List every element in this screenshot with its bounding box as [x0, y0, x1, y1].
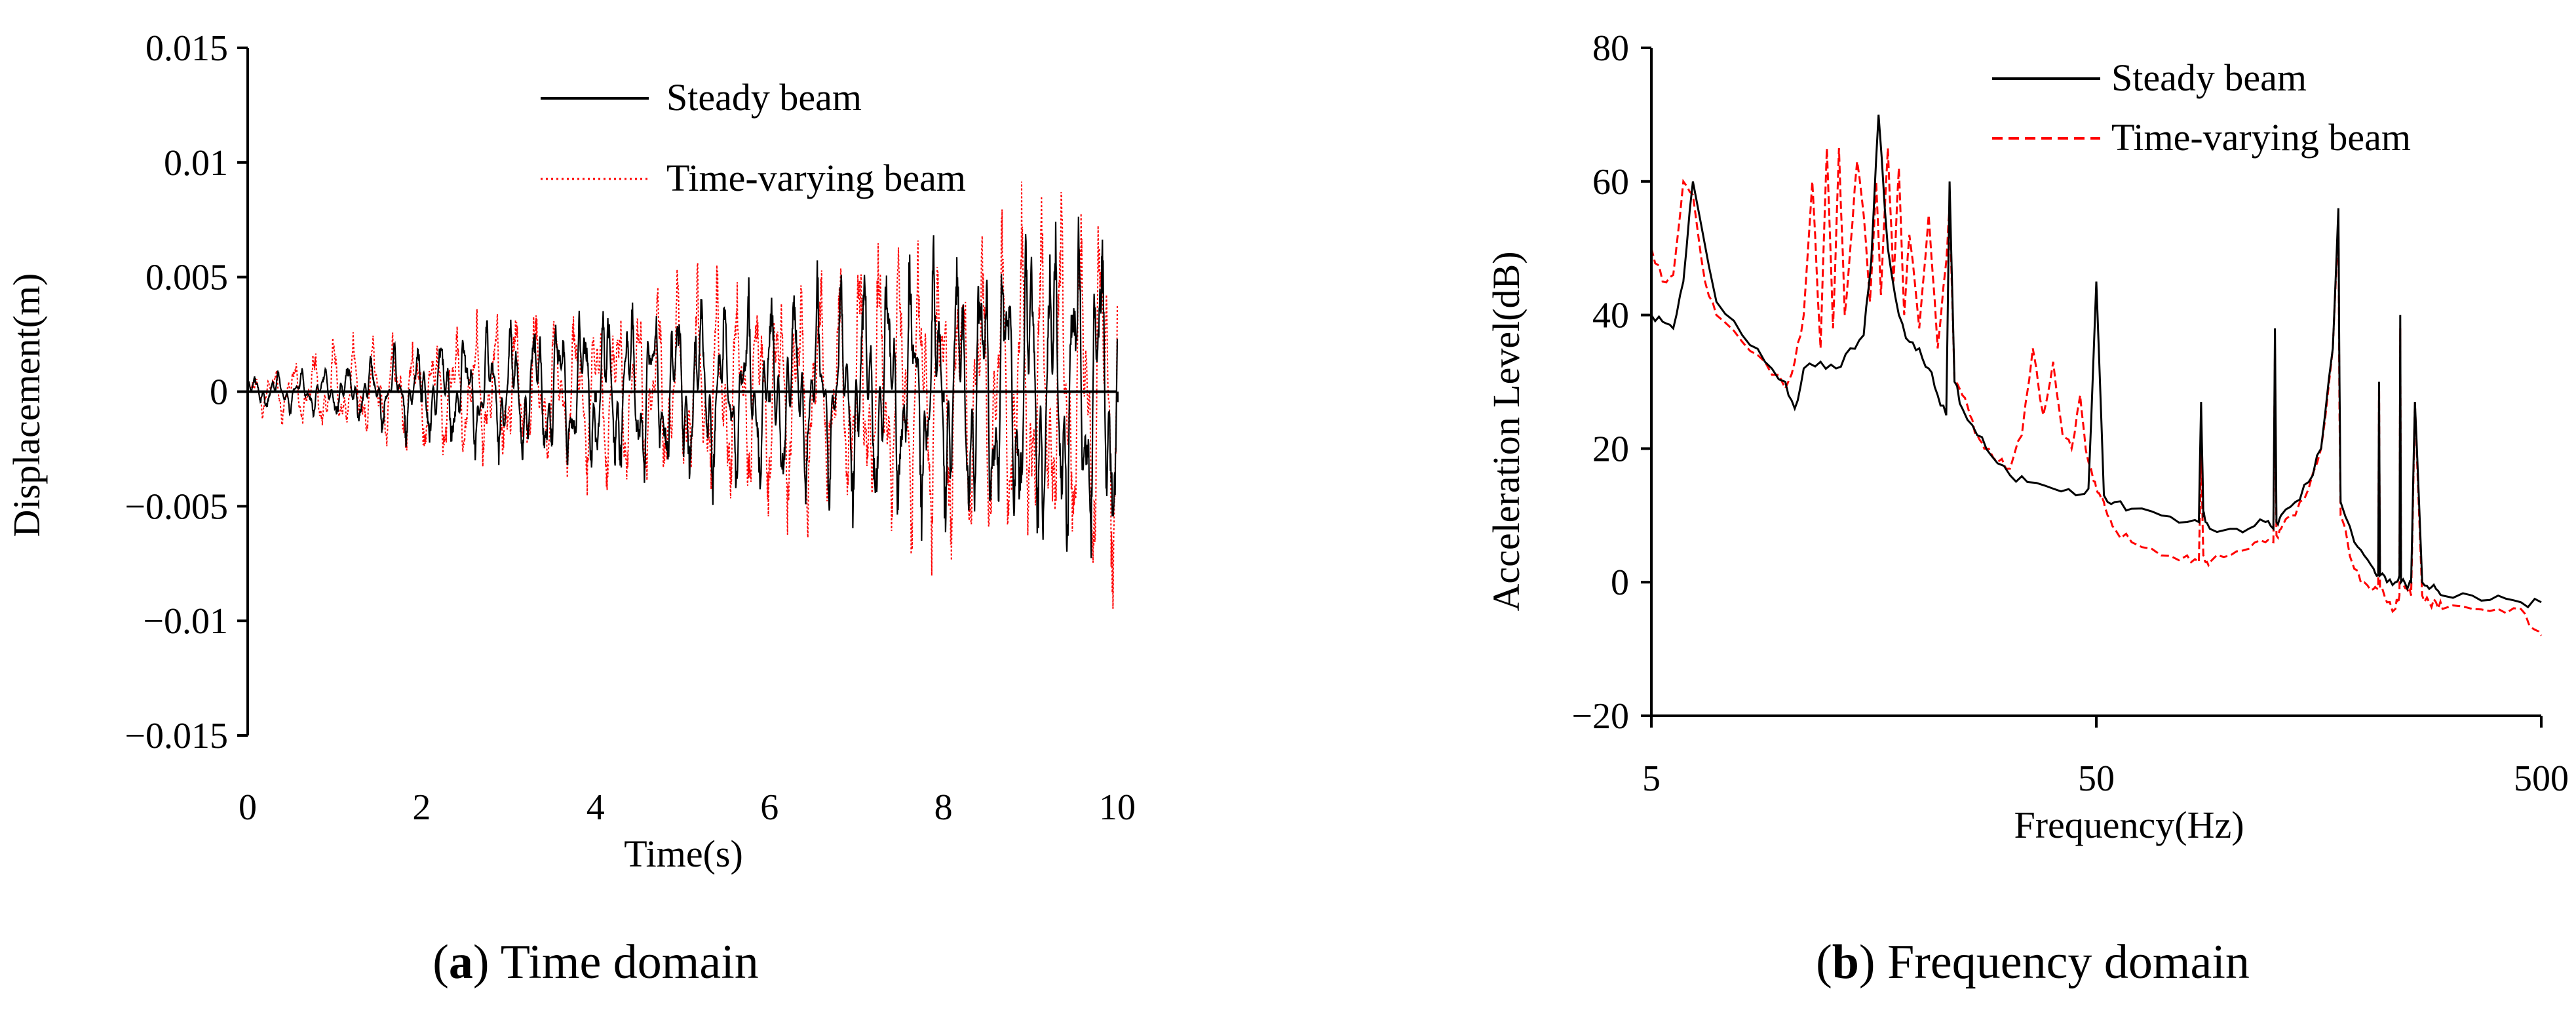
time-domain-y-axis-title: Displacement(m) — [5, 273, 48, 537]
frequency-domain-caption: (b) Frequency domain — [1816, 935, 2250, 989]
x-tick-label: 0 — [239, 787, 257, 828]
time-domain-caption-text: Time domain — [501, 935, 759, 989]
frequency-domain-x-axis-title: Frequency(Hz) — [2014, 804, 2244, 846]
y-tick-label: 0.01 — [164, 143, 228, 184]
y-tick-label-b: 60 — [1592, 162, 1629, 203]
frequency-domain-ticks: 80 60 40 20 0 −20 5 50 500 — [1571, 28, 2569, 799]
y-tick-label-b: −20 — [1571, 696, 1629, 737]
frequency-domain-plot-area — [1650, 114, 2543, 636]
time-domain-caption: (a) Time domain — [433, 935, 759, 989]
y-tick-label: −0.01 — [143, 601, 228, 642]
time-domain-legend: Steady beam Time-varying beam — [541, 76, 966, 199]
x-tick-label: 2 — [412, 787, 431, 828]
legend-label-steady-beam: Steady beam — [666, 76, 862, 119]
y-tick-label: 0.015 — [145, 28, 228, 69]
time-domain-caption-letter: a — [449, 935, 473, 989]
x-tick-label: 4 — [586, 787, 605, 828]
legend-label-time-varying-beam: Time-varying beam — [666, 157, 966, 199]
y-tick-label: −0.015 — [125, 716, 228, 756]
y-tick-label-b: 40 — [1592, 296, 1629, 336]
y-tick-label: −0.005 — [125, 486, 228, 527]
x-tick-label: 10 — [1099, 787, 1136, 828]
x-tick-label: 8 — [934, 787, 953, 828]
y-tick-label-b: 0 — [1611, 562, 1629, 603]
frequency-domain-caption-text: Frequency domain — [1887, 935, 2250, 989]
x-tick-label-b: 50 — [2078, 758, 2115, 799]
legend-label-steady-beam-b: Steady beam — [2111, 56, 2307, 99]
y-tick-label-b: 80 — [1592, 28, 1629, 69]
legend-label-time-varying-beam-b: Time-varying beam — [2111, 116, 2411, 159]
series-line-steady-beam-b — [1650, 114, 2542, 609]
y-tick-label-b: 20 — [1592, 429, 1629, 469]
x-tick-label-b: 5 — [1642, 758, 1661, 799]
frequency-domain-y-axis-title: Acceleration Level(dB) — [1485, 251, 1528, 611]
series-line-steady-beam — [246, 216, 1119, 558]
time-domain-axes — [246, 48, 1117, 735]
y-tick-label: 0 — [210, 372, 228, 413]
series-line-time-varying-beam-b — [1650, 147, 2543, 636]
time-domain-ticks: 0.015 0.01 0.005 0 −0.005 −0.01 −0.015 0 2 4 6 8 10 — [125, 28, 1136, 828]
x-tick-label: 6 — [760, 787, 779, 828]
frequency-domain-chart: 80 60 40 20 0 −20 5 50 500 Steady beam Time-vary… — [1485, 28, 2569, 989]
x-tick-label-b: 500 — [2514, 758, 2569, 799]
time-domain-x-axis-title: Time(s) — [624, 832, 743, 875]
frequency-domain-caption-letter: b — [1832, 935, 1859, 989]
time-domain-plot-area — [246, 181, 1119, 609]
frequency-domain-legend: Steady beam Time-varying beam — [1992, 56, 2411, 159]
y-tick-label: 0.005 — [145, 258, 228, 298]
